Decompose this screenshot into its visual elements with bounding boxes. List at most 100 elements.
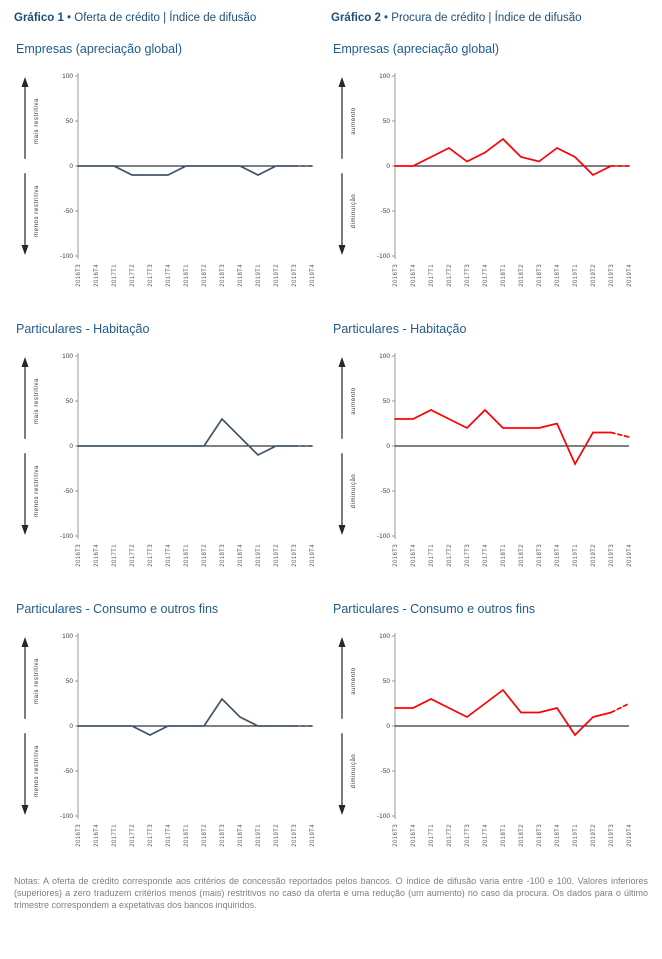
y-axis-caption-bottom: menos restritiva	[34, 185, 40, 237]
y-tick-label: -100	[60, 533, 73, 540]
x-tick-label: 2016T3	[76, 264, 82, 287]
chart-cell-procura-habitacao: Particulares - Habitação 100 50 0 -50 -100 au…	[331, 322, 648, 584]
x-tick-label: 2018T1	[184, 544, 190, 567]
y-tick-label: 0	[69, 443, 73, 450]
x-tick-label: 2016T4	[411, 824, 417, 847]
x-tick-label: 2017T4	[483, 824, 489, 847]
x-tick-label: 2018T4	[555, 544, 561, 567]
x-tick-label: 2016T3	[76, 824, 82, 847]
x-tick-label: 2016T3	[393, 544, 399, 567]
chart-cell-oferta-habitacao: Particulares - Habitação 100 50 0 -50 -100 ma…	[14, 322, 331, 584]
x-tick-label: 2019T3	[292, 544, 298, 567]
y-axis-caption-top: mais restritiva	[34, 658, 40, 704]
x-tick-label: 2019T2	[274, 264, 280, 287]
y-tick-label: 50	[66, 678, 74, 685]
report-page: Gráfico 1 • Oferta de crédito | Índice d…	[14, 12, 648, 910]
x-tick-label: 2019T2	[274, 544, 280, 567]
x-tick-label: 2017T4	[166, 544, 172, 567]
x-tick-label: 2016T4	[94, 264, 100, 287]
x-tick-label: 2018T3	[537, 544, 543, 567]
x-tick-label: 2017T2	[130, 264, 136, 287]
x-tick-label: 2016T3	[76, 544, 82, 567]
y-tick-label: 100	[379, 633, 390, 640]
grafico2-title-text: • Procura de crédito | Índice de difusão	[380, 12, 582, 24]
data-line	[394, 688, 612, 737]
y-tick-label: 50	[66, 118, 74, 125]
y-tick-label: -100	[377, 533, 390, 540]
x-tick-label: 2019T4	[310, 824, 316, 847]
up-arrow-icon	[338, 77, 346, 87]
x-tick-label: 2019T3	[609, 544, 615, 567]
x-tick-label: 2019T1	[573, 544, 579, 567]
y-tick-label: -100	[377, 813, 390, 820]
y-tick-label: 50	[66, 398, 74, 405]
y-tick-label: 0	[386, 443, 390, 450]
up-arrow-icon	[21, 77, 29, 87]
y-tick-label: -50	[64, 208, 74, 215]
chart-procura-consumo: 100 50 0 -50 -100 aumento diminuição 2016T3 2016…	[331, 624, 637, 864]
charts-row-habitacao: Particulares - Habitação 100 50 0 -50 -100 ma…	[14, 322, 648, 584]
y-tick-label: 50	[383, 678, 391, 685]
down-arrow-icon	[21, 805, 29, 815]
y-tick-label: 0	[69, 723, 73, 730]
up-arrow-icon	[21, 637, 29, 647]
up-arrow-icon	[338, 637, 346, 647]
x-tick-label: 2019T2	[591, 264, 597, 287]
data-line	[394, 408, 612, 466]
line-chart-svg: 100 50 0 -50 -100 mais restritiva menos restri…	[21, 353, 316, 567]
x-tick-label: 2018T4	[555, 264, 561, 287]
down-arrow-icon	[21, 245, 29, 255]
x-tick-label: 2018T2	[519, 264, 525, 287]
x-tick-label: 2019T3	[292, 264, 298, 287]
page-headers: Gráfico 1 • Oferta de crédito | Índice d…	[14, 12, 648, 24]
y-tick-label: -50	[64, 488, 74, 495]
x-tick-label: 2019T1	[256, 264, 262, 287]
grafico1-title-text: • Oferta de crédito | Índice de difusão	[63, 12, 257, 24]
line-chart-svg: 100 50 0 -50 -100 mais restritiva menos restri…	[21, 633, 316, 847]
y-tick-label: -50	[381, 768, 391, 775]
y-tick-label: 0	[386, 163, 390, 170]
y-tick-label: -100	[60, 813, 73, 820]
y-axis-caption-top: aumento	[351, 667, 357, 695]
grafico1-header: Gráfico 1 • Oferta de crédito | Índice d…	[14, 12, 331, 24]
chart-title-oferta-consumo: Particulares - Consumo e outros fins	[16, 602, 219, 616]
x-tick-label: 2017T3	[465, 824, 471, 847]
x-tick-label: 2019T4	[627, 544, 633, 567]
x-tick-label: 2017T2	[447, 824, 453, 847]
x-tick-label: 2019T4	[627, 264, 633, 287]
x-tick-label: 2016T3	[393, 824, 399, 847]
x-tick-label: 2017T4	[166, 264, 172, 287]
down-arrow-icon	[338, 805, 346, 815]
chart-oferta-habitacao: 100 50 0 -50 -100 mais restritiva menos restri…	[14, 344, 320, 584]
x-tick-label: 2019T2	[274, 824, 280, 847]
y-axis-caption-top: mais restritiva	[34, 98, 40, 144]
chart-procura-empresas: 100 50 0 -50 -100 aumento diminuição 2016T3 2016…	[331, 64, 637, 304]
charts-row-consumo: Particulares - Consumo e outros fins 100…	[14, 602, 648, 864]
x-tick-label: 2017T2	[447, 264, 453, 287]
x-tick-label: 2017T3	[148, 544, 154, 567]
x-tick-label: 2017T1	[429, 824, 435, 847]
chart-title-procura-consumo: Particulares - Consumo e outros fins	[333, 602, 536, 616]
y-axis-caption-bottom: diminuição	[351, 474, 357, 509]
y-axis-caption-top: aumento	[351, 387, 357, 415]
y-tick-label: -100	[377, 253, 390, 260]
x-tick-label: 2018T3	[537, 824, 543, 847]
y-tick-label: -50	[381, 208, 391, 215]
y-tick-label: 50	[383, 118, 391, 125]
x-tick-label: 2018T4	[555, 824, 561, 847]
x-tick-label: 2018T2	[202, 824, 208, 847]
y-tick-label: 50	[383, 398, 391, 405]
grafico2-header: Gráfico 2 • Procura de crédito | Índice …	[331, 12, 648, 24]
x-tick-label: 2018T4	[238, 544, 244, 567]
grafico1-number: Gráfico 1	[14, 12, 64, 24]
y-tick-label: -50	[381, 488, 391, 495]
x-tick-label: 2018T1	[501, 264, 507, 287]
y-tick-label: 100	[379, 353, 390, 360]
x-tick-label: 2018T3	[537, 264, 543, 287]
x-tick-label: 2019T1	[256, 544, 262, 567]
x-tick-label: 2019T3	[292, 824, 298, 847]
y-tick-label: -100	[60, 253, 73, 260]
chart-cell-procura-empresas: Empresas (apreciação global) 100 50 0 -50 -1…	[331, 42, 648, 304]
down-arrow-icon	[21, 525, 29, 535]
x-tick-label: 2018T1	[184, 264, 190, 287]
